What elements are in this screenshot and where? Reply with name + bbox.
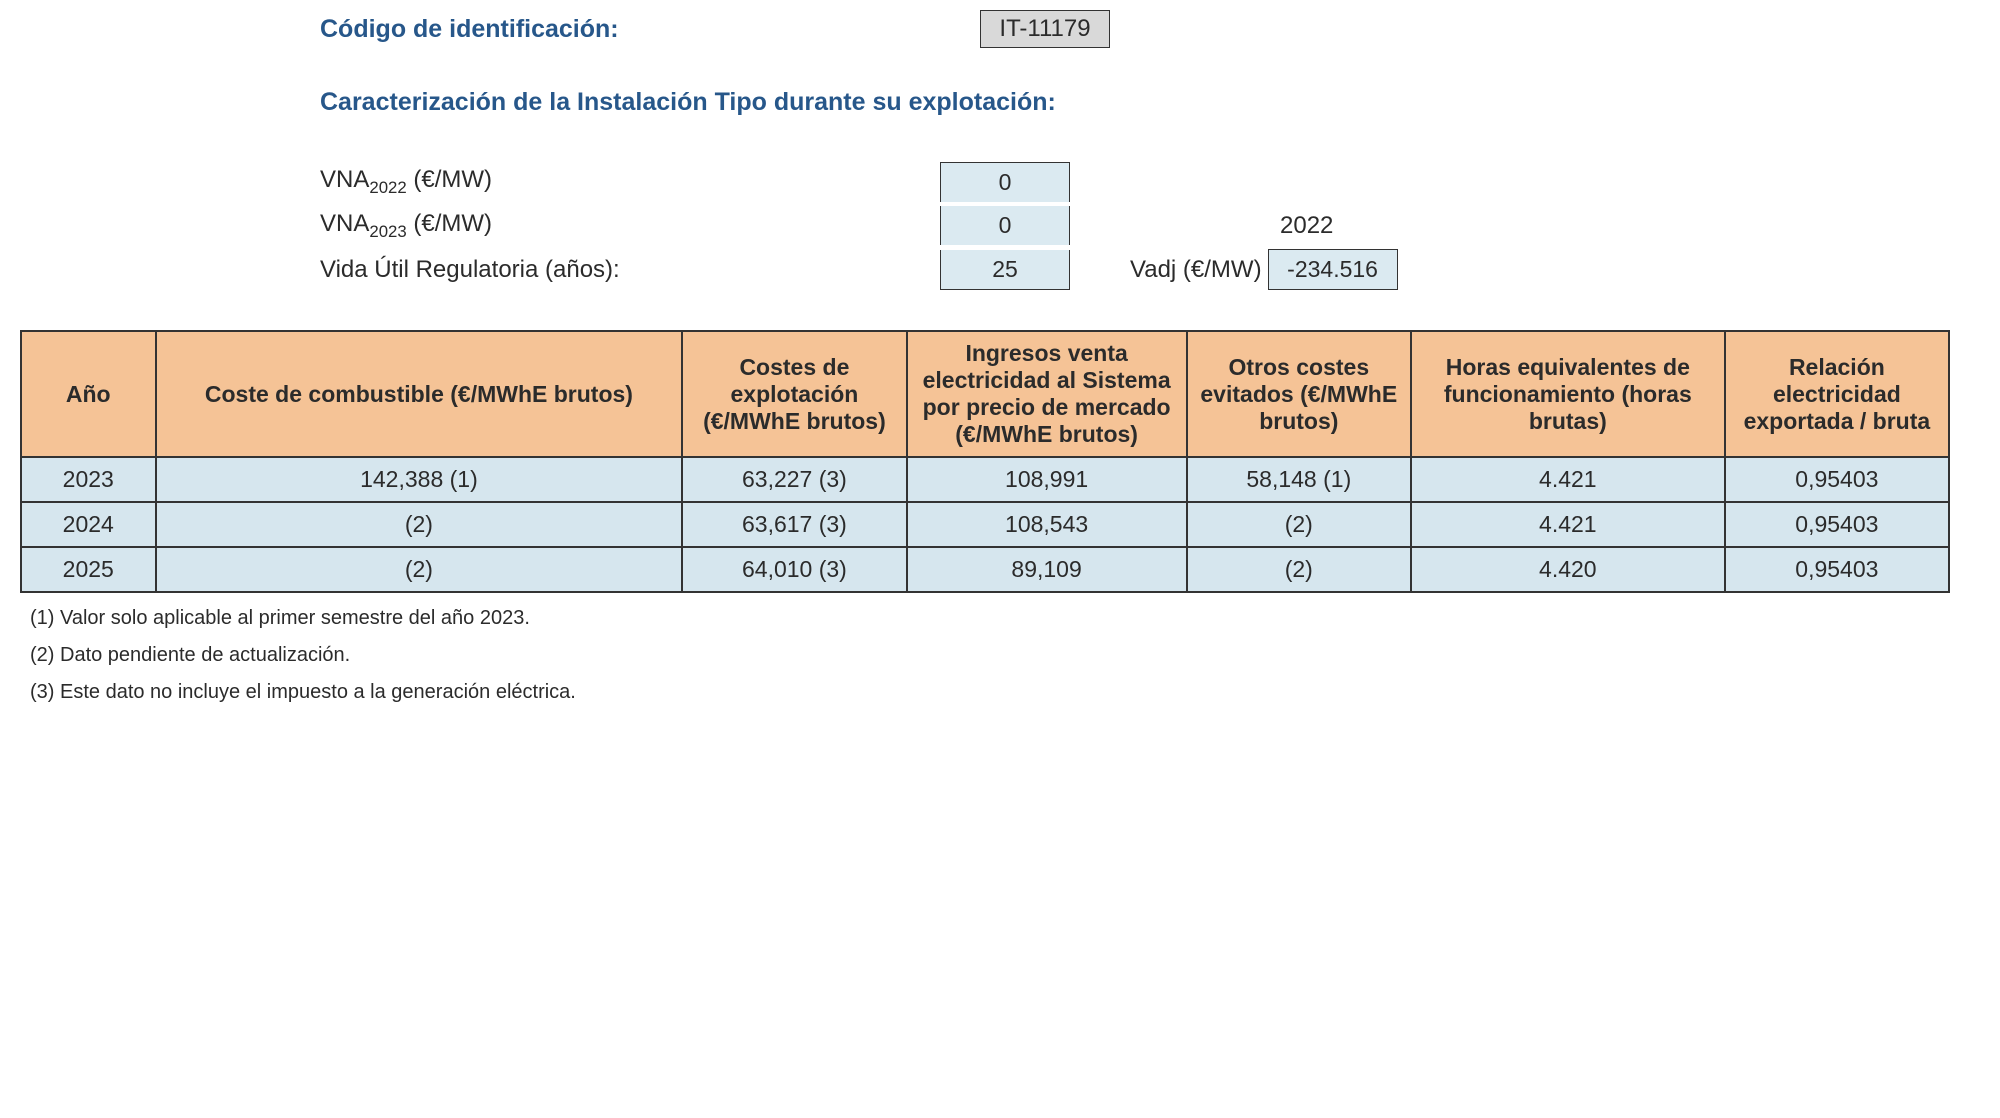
id-label: Código de identificación: [320,15,980,44]
col-header-hours: Horas equivalentes de funcionamiento (ho… [1411,331,1725,457]
cell-hours: 4.421 [1411,502,1725,547]
col-header-fuel: Coste de combustible (€/MWhE brutos) [156,331,683,457]
vna2022-prefix: VNA [320,166,369,193]
id-row: Código de identificación: IT-11179 [320,10,1980,48]
vida-util-row: Vida Útil Regulatoria (años): 25 Vadj (€… [320,249,1980,290]
cell-fuel: (2) [156,502,683,547]
cell-year: 2023 [21,457,156,502]
col-header-income: Ingresos venta electricidad al Sistema p… [907,331,1187,457]
col-header-other: Otros costes evitados (€/MWhE brutos) [1187,331,1411,457]
cell-income: 108,543 [907,502,1187,547]
table-row: 2024 (2) 63,617 (3) 108,543 (2) 4.421 0,… [21,502,1949,547]
col-header-exploit: Costes de explotación (€/MWhE brutos) [682,331,906,457]
table-header-row: Año Coste de combustible (€/MWhE brutos)… [21,331,1949,457]
side-year: 2022 [1280,212,1333,240]
top-block: Código de identificación: IT-11179 Carac… [320,10,1980,290]
vna2022-row: VNA2022 (€/MW) 0 [320,162,1980,202]
cost-table: Año Coste de combustible (€/MWhE brutos)… [20,330,1950,593]
vadj-value: -234.516 [1268,249,1398,290]
page-root: Código de identificación: IT-11179 Carac… [0,0,2000,738]
footnote-2: (2) Dato pendiente de actualización. [30,644,1980,667]
cell-exploit: 63,617 (3) [682,502,906,547]
table-row: 2025 (2) 64,010 (3) 89,109 (2) 4.420 0,9… [21,547,1949,592]
cell-income: 108,991 [907,457,1187,502]
footnotes: (1) Valor solo aplicable al primer semes… [30,607,1980,704]
table-row: 2023 142,388 (1) 63,227 (3) 108,991 58,1… [21,457,1949,502]
cell-relation: 0,95403 [1725,502,1949,547]
vna2022-sub: 2022 [369,178,406,197]
cell-year: 2024 [21,502,156,547]
footnote-1: (1) Valor solo aplicable al primer semes… [30,607,1980,630]
vna2022-value: 0 [940,162,1070,202]
cell-other: (2) [1187,502,1411,547]
vadj-label: Vadj (€/MW) [1130,256,1262,284]
cell-exploit: 64,010 (3) [682,547,906,592]
cell-hours: 4.420 [1411,547,1725,592]
vida-util-value: 25 [940,250,1070,290]
vna2023-label: VNA2023 (€/MW) [320,210,940,242]
cell-relation: 0,95403 [1725,547,1949,592]
vida-util-label: Vida Útil Regulatoria (años): [320,256,940,284]
id-value-box: IT-11179 [980,10,1110,48]
vna2022-label: VNA2022 (€/MW) [320,166,940,198]
cell-hours: 4.421 [1411,457,1725,502]
characterization-title: Caracterización de la Instalación Tipo d… [320,88,1980,117]
cell-income: 89,109 [907,547,1187,592]
cell-relation: 0,95403 [1725,457,1949,502]
footnote-3: (3) Este dato no incluye el impuesto a l… [30,681,1980,704]
vna2022-suffix: (€/MW) [407,166,492,193]
cell-fuel: (2) [156,547,683,592]
col-header-relation: Relación electricidad exportada / bruta [1725,331,1949,457]
vna2023-sub: 2023 [369,221,406,240]
cell-fuel: 142,388 (1) [156,457,683,502]
cell-other: (2) [1187,547,1411,592]
cell-exploit: 63,227 (3) [682,457,906,502]
vna2023-value: 0 [940,206,1070,245]
vna2023-row: VNA2023 (€/MW) 0 2022 [320,206,1980,245]
cell-other: 58,148 (1) [1187,457,1411,502]
cell-year: 2025 [21,547,156,592]
vna2023-suffix: (€/MW) [407,210,492,237]
vna2023-prefix: VNA [320,210,369,237]
col-header-year: Año [21,331,156,457]
